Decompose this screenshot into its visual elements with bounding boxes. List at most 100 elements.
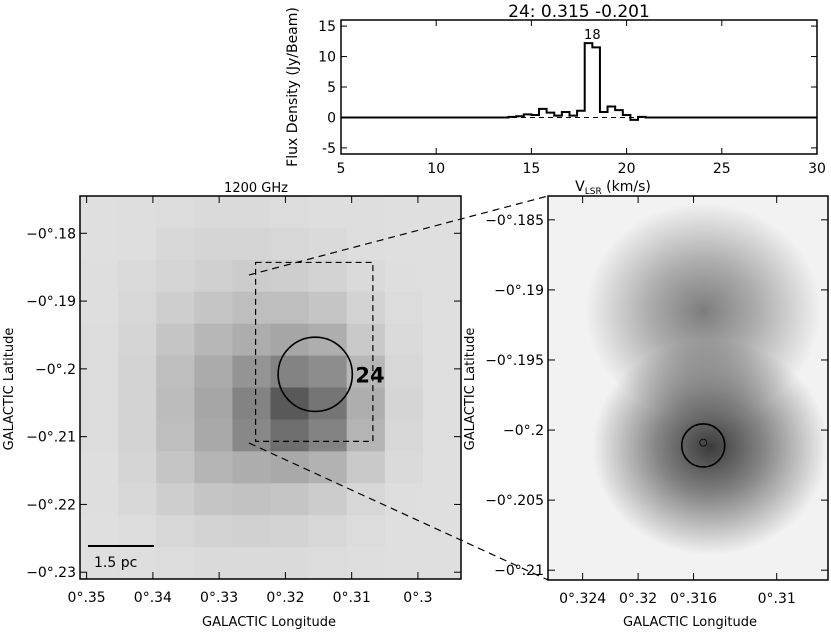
map-pixel: [384, 419, 424, 452]
map-pixel: [384, 547, 424, 580]
map-pixel: [80, 196, 119, 229]
map-pixel: [308, 483, 348, 516]
map-pixel: [384, 355, 424, 389]
map-pixel: [156, 227, 195, 261]
map-pixel: [384, 259, 424, 293]
left-map-pixels: [80, 196, 462, 580]
map-pixel: [80, 419, 119, 452]
map-pixel: [80, 323, 119, 357]
map-pixel: [346, 451, 386, 484]
map-pixel: [194, 259, 233, 293]
left-map-x-tick-label: 0°.34: [134, 590, 172, 606]
right-map-x-axis-label: GALACTIC Longitude: [623, 615, 757, 630]
map-pixel: [156, 196, 195, 229]
source-ring: [680, 423, 726, 468]
map-pixel: [156, 483, 195, 516]
map-pixel: [156, 291, 195, 325]
spectrum-series-line: [341, 42, 817, 121]
map-pixel: [422, 547, 462, 580]
map-pixel: [346, 419, 386, 452]
map-pixel: [232, 387, 272, 421]
map-pixel: [270, 355, 310, 389]
map-pixel: [232, 451, 272, 484]
left-map-y-tick-label: −0°.19: [26, 294, 76, 310]
zoom-region-box: [254, 261, 374, 442]
map-pixel: [156, 451, 195, 484]
spectrum-x-tick-label: 5: [337, 161, 346, 177]
map-pixel: [194, 451, 233, 484]
map-pixel: [270, 291, 310, 325]
map-pixel: [346, 355, 386, 389]
right-map-y-tick-label: −0°.205: [485, 493, 544, 509]
map-pixel: [270, 259, 310, 293]
map-pixel: [194, 355, 233, 389]
map-pixel: [346, 483, 386, 516]
map-pixel: [422, 259, 462, 293]
map-pixel: [80, 483, 119, 516]
map-pixel: [118, 227, 157, 261]
map-pixel: [346, 259, 386, 293]
left-map-x-tick-label: 0°.35: [68, 590, 106, 606]
map-pixel: [118, 387, 157, 421]
map-pixel: [232, 291, 272, 325]
map-pixel: [194, 547, 233, 580]
map-pixel: [80, 515, 119, 548]
spectrum-y-tick-label: 10: [318, 50, 336, 66]
map-pixel: [194, 387, 233, 421]
map-pixel: [194, 515, 233, 548]
map-pixel: [156, 515, 195, 548]
map-pixel: [384, 451, 424, 484]
map-pixel: [270, 387, 310, 421]
right-map-x-tick-label: 0°.32: [619, 591, 657, 607]
spectrum-x-tick-label: 25: [713, 161, 731, 177]
map-pixel: [118, 259, 157, 293]
map-pixel: [384, 196, 424, 229]
map-pixel: [232, 419, 272, 452]
left-map-y-tick-label: −0°.22: [26, 497, 76, 513]
left-map-x-tick-label: 0°.32: [266, 590, 304, 606]
x-label-unit: (km/s): [602, 179, 651, 195]
right-map-x-tick-label: 0°.31: [758, 591, 796, 607]
spectrum-y-tick-label: 0: [327, 110, 336, 126]
right-map-y-tick-label: −0°.185: [485, 213, 544, 229]
map-pixel: [384, 483, 424, 516]
right-map-intensity: [585, 202, 828, 555]
left-map-title: 1200 GHz: [224, 181, 288, 196]
spectrum-y-tick-label: 15: [318, 19, 336, 35]
map-pixel: [384, 227, 424, 261]
source-label: 24: [355, 363, 384, 387]
map-pixel: [422, 355, 462, 389]
left-map-y-tick-label: −0°.2: [35, 362, 76, 378]
map-pixel: [422, 483, 462, 516]
source-aperture-circle: [277, 336, 354, 413]
left-map-panel: 1200 GHz 0°.35 0°.34 0°.33 0°.32 0°.31 0°.3 −0…: [2, 181, 462, 630]
map-pixel: [194, 227, 233, 261]
left-map-y-tick-label: −0°.21: [26, 430, 76, 446]
x-label-sub: LSR: [585, 187, 602, 197]
spectrum-peak-label: 18: [584, 28, 601, 43]
map-pixel: [156, 419, 195, 452]
emission-blob: [592, 338, 828, 555]
spectrum-title: 24: 0.315 -0.201: [508, 2, 650, 22]
map-pixel: [232, 483, 272, 516]
map-pixel: [232, 323, 272, 357]
scale-bar-label: 1.5 pc: [94, 555, 137, 571]
map-pixel: [308, 291, 348, 325]
map-pixel: [232, 227, 272, 261]
map-pixel: [308, 387, 348, 421]
map-pixel: [308, 196, 348, 229]
zoom-connector-bottom: [248, 442, 549, 581]
map-pixel: [194, 419, 233, 452]
map-pixel: [346, 196, 386, 229]
spectrum-y-tick-label: -5: [322, 141, 336, 157]
map-pixel: [270, 451, 310, 484]
map-pixel: [422, 291, 462, 325]
map-pixel: [422, 196, 462, 229]
left-map-frame: [79, 195, 462, 580]
map-pixel: [118, 291, 157, 325]
right-map-y-tick-label: −0°.2: [503, 423, 544, 439]
map-pixel: [194, 323, 233, 357]
map-pixel: [118, 547, 157, 580]
left-map-x-axis-label: GALACTIC Longitude: [202, 615, 336, 630]
